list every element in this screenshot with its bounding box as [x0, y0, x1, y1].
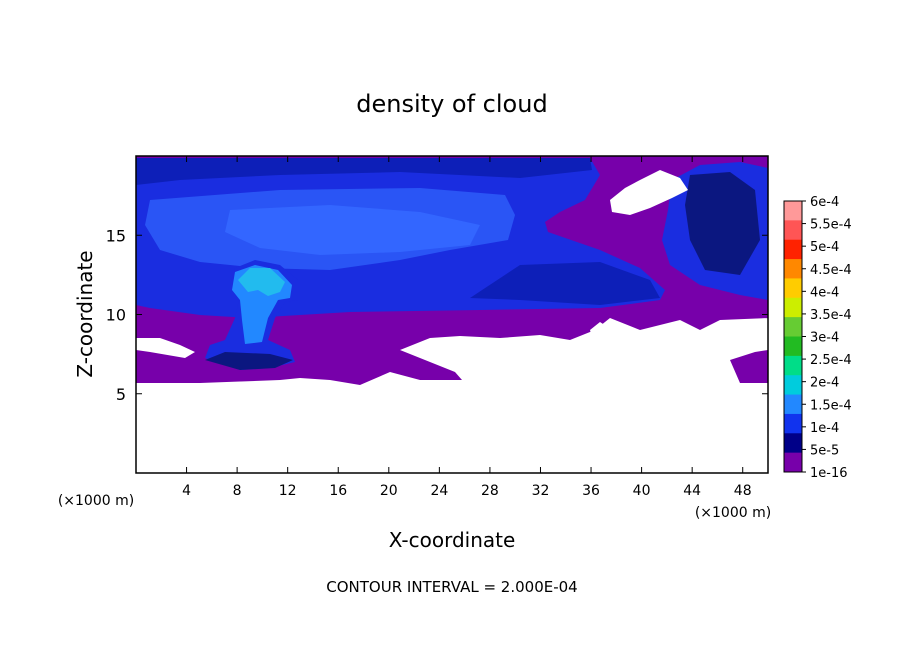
- colorbar-label: 6e-4: [810, 195, 839, 210]
- colorbar-swatch: [784, 375, 802, 396]
- colorbar-label: 5.5e-4: [810, 218, 852, 233]
- colorbar-swatch: [784, 220, 802, 241]
- colorbar-swatch: [784, 394, 802, 415]
- clear-gap-mid: [590, 322, 612, 348]
- colorbar-swatch: [784, 239, 802, 260]
- x-unit-label-left: (×1000 m): [58, 493, 134, 509]
- y-tick-labels: 5 10 15: [106, 226, 126, 404]
- colorbar-label: 3e-4: [810, 331, 839, 346]
- colorbar-labels: 6e-4 5.5e-4 5e-4 4.5e-4 4e-4 3.5e-4 3e-4 2.5e-4…: [802, 195, 852, 481]
- colorbar-swatch: [784, 452, 802, 473]
- dark-edge-top: [136, 158, 592, 185]
- x-tick-labels: 4 8 12 16 20 24 28 32 36 40 44 48: [182, 483, 752, 499]
- y-tick-label: 5: [116, 385, 126, 404]
- cloud-interior-2: [225, 205, 480, 255]
- axis-ticks: [136, 156, 768, 473]
- plot-area: [135, 155, 769, 474]
- colorbar-swatch: [784, 355, 802, 376]
- x-tick-label: 32: [532, 483, 550, 499]
- x-tick-label: 4: [182, 483, 191, 499]
- colorbar-swatch: [784, 433, 802, 454]
- colorbar-label: 5e-5: [810, 443, 839, 458]
- colorbar-label: 5e-4: [810, 240, 839, 255]
- colorbar-label: 4e-4: [810, 285, 839, 300]
- x-tick-label: 36: [582, 483, 600, 499]
- dark-core-right: [685, 172, 760, 275]
- colorbar-swatch: [784, 413, 802, 434]
- x-tick-label: 40: [633, 483, 651, 499]
- tower-top: [238, 268, 285, 296]
- dark-band-lower: [470, 262, 660, 305]
- colorbar-swatch: [784, 336, 802, 357]
- colorbar-label: 2e-4: [810, 376, 839, 391]
- x-tick-label: 48: [734, 483, 752, 499]
- x-tick-label: 16: [329, 483, 347, 499]
- y-tick-label: 15: [106, 226, 126, 245]
- x-axis-label: X-coordinate: [389, 528, 516, 552]
- colorbar-swatch: [784, 278, 802, 299]
- colorbar-swatch: [784, 201, 802, 221]
- colorbar-label: 1.5e-4: [810, 398, 852, 413]
- x-tick-label: 44: [683, 483, 701, 499]
- clear-gap-left: [136, 338, 195, 358]
- x-tick-label: 24: [430, 483, 448, 499]
- x-tick-label: 28: [481, 483, 499, 499]
- colorbar-swatches: [784, 201, 802, 473]
- x-tick-label: 8: [233, 483, 242, 499]
- colorbar-label: 1e-16: [810, 466, 848, 481]
- y-tick-label: 10: [106, 306, 126, 325]
- x-unit-label-right: (×1000 m): [695, 505, 771, 521]
- colorbar-label: 4.5e-4: [810, 263, 852, 278]
- cloud-field: [136, 156, 768, 385]
- clear-gap-right: [610, 170, 688, 215]
- x-tick-label: 12: [279, 483, 297, 499]
- colorbar-swatch: [784, 297, 802, 318]
- colorbar-label: 2.5e-4: [810, 353, 852, 368]
- chart-title: density of cloud: [356, 90, 547, 118]
- x-tick-label: 20: [380, 483, 398, 499]
- colorbar-label: 1e-4: [810, 421, 839, 436]
- colorbar-swatch: [784, 259, 802, 279]
- tower-base: [205, 352, 293, 370]
- colorbar: 6e-4 5.5e-4 5e-4 4.5e-4 4e-4 3.5e-4 3e-4 2.5e-4…: [783, 195, 852, 481]
- colorbar-swatch: [784, 317, 802, 337]
- colorbar-label: 3.5e-4: [810, 308, 852, 323]
- y-axis-label: Z-coordinate: [73, 250, 97, 377]
- contour-interval-note: CONTOUR INTERVAL = 2.000E-04: [326, 578, 577, 596]
